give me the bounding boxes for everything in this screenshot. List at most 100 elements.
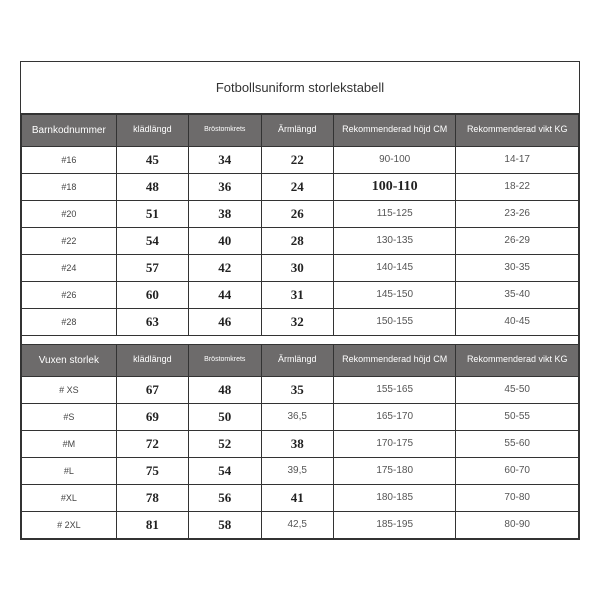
recommended-weight: 18-22: [456, 173, 579, 200]
cloth-length: 48: [116, 173, 188, 200]
recommended-weight: 14-17: [456, 146, 579, 173]
recommended-height: 180-185: [333, 484, 456, 511]
column-header: Vuxen storlek: [22, 344, 117, 376]
sleeve-length: 30: [261, 254, 333, 281]
recommended-weight: 35-40: [456, 281, 579, 308]
recommended-weight: 26-29: [456, 227, 579, 254]
cloth-length: 67: [116, 376, 188, 403]
recommended-weight: 70-80: [456, 484, 579, 511]
column-header: Ärmlängd: [261, 114, 333, 146]
chest: 56: [189, 484, 261, 511]
sleeve-length: 24: [261, 173, 333, 200]
cloth-length: 57: [116, 254, 188, 281]
recommended-height: 150-155: [333, 308, 456, 335]
column-header: Barnkodnummer: [22, 114, 117, 146]
column-header: Rekommenderad vikt KG: [456, 114, 579, 146]
size-code: #S: [22, 403, 117, 430]
kids-size-table: BarnkodnummerklädlängdBröstomkretsÄrmlän…: [21, 114, 579, 336]
chest: 44: [189, 281, 261, 308]
recommended-height: 170-175: [333, 430, 456, 457]
chest: 38: [189, 200, 261, 227]
size-code: #22: [22, 227, 117, 254]
recommended-height: 185-195: [333, 511, 456, 538]
recommended-weight: 60-70: [456, 457, 579, 484]
recommended-height: 165-170: [333, 403, 456, 430]
size-code: # 2XL: [22, 511, 117, 538]
recommended-weight: 55-60: [456, 430, 579, 457]
table-spacer: [21, 336, 579, 344]
cloth-length: 72: [116, 430, 188, 457]
cloth-length: 78: [116, 484, 188, 511]
column-header: Rekommenderad vikt KG: [456, 344, 579, 376]
recommended-height: 175-180: [333, 457, 456, 484]
cloth-length: 51: [116, 200, 188, 227]
size-code: #18: [22, 173, 117, 200]
recommended-height: 140-145: [333, 254, 456, 281]
recommended-height: 115-125: [333, 200, 456, 227]
table-row: #20513826115-12523-26: [22, 200, 579, 227]
chest: 34: [189, 146, 261, 173]
recommended-height: 100-110: [333, 173, 456, 200]
recommended-height: 130-135: [333, 227, 456, 254]
cloth-length: 69: [116, 403, 188, 430]
recommended-height: 90-100: [333, 146, 456, 173]
size-code: #26: [22, 281, 117, 308]
tables-host: BarnkodnummerklädlängdBröstomkretsÄrmlän…: [21, 114, 579, 539]
sleeve-length: 42,5: [261, 511, 333, 538]
column-header: Ärmlängd: [261, 344, 333, 376]
sleeve-length: 41: [261, 484, 333, 511]
chest: 46: [189, 308, 261, 335]
chest: 58: [189, 511, 261, 538]
recommended-weight: 23-26: [456, 200, 579, 227]
table-row: #1645342290-10014-17: [22, 146, 579, 173]
recommended-weight: 45-50: [456, 376, 579, 403]
size-code: #L: [22, 457, 117, 484]
sleeve-length: 39,5: [261, 457, 333, 484]
cloth-length: 54: [116, 227, 188, 254]
table-row: #26604431145-15035-40: [22, 281, 579, 308]
size-code: # XS: [22, 376, 117, 403]
sleeve-length: 38: [261, 430, 333, 457]
column-header: Bröstomkrets: [189, 114, 261, 146]
table-row: #L755439,5175-18060-70: [22, 457, 579, 484]
size-code: #24: [22, 254, 117, 281]
adult-size-table: Vuxen storlekklädlängdBröstomkretsÄrmlän…: [21, 344, 579, 539]
size-code: #M: [22, 430, 117, 457]
table-row: #S695036,5165-17050-55: [22, 403, 579, 430]
recommended-height: 145-150: [333, 281, 456, 308]
sleeve-length: 36,5: [261, 403, 333, 430]
size-code: #20: [22, 200, 117, 227]
recommended-weight: 80-90: [456, 511, 579, 538]
recommended-weight: 40-45: [456, 308, 579, 335]
chest: 54: [189, 457, 261, 484]
recommended-weight: 30-35: [456, 254, 579, 281]
table-row: #M725238170-17555-60: [22, 430, 579, 457]
sleeve-length: 31: [261, 281, 333, 308]
cloth-length: 63: [116, 308, 188, 335]
size-code: #XL: [22, 484, 117, 511]
size-code: #28: [22, 308, 117, 335]
sleeve-length: 26: [261, 200, 333, 227]
table-row: # XS674835155-16545-50: [22, 376, 579, 403]
size-code: #16: [22, 146, 117, 173]
sleeve-length: 32: [261, 308, 333, 335]
table-row: #28634632150-15540-45: [22, 308, 579, 335]
chest: 42: [189, 254, 261, 281]
size-chart-container: Fotbollsuniform storlekstabell Barnkodnu…: [20, 61, 580, 540]
column-header: Rekommenderad höjd CM: [333, 114, 456, 146]
chest: 48: [189, 376, 261, 403]
table-row: # 2XL815842,5185-19580-90: [22, 511, 579, 538]
sleeve-length: 22: [261, 146, 333, 173]
cloth-length: 60: [116, 281, 188, 308]
cloth-length: 81: [116, 511, 188, 538]
sleeve-length: 28: [261, 227, 333, 254]
recommended-height: 155-165: [333, 376, 456, 403]
recommended-weight: 50-55: [456, 403, 579, 430]
column-header: Bröstomkrets: [189, 344, 261, 376]
chest: 50: [189, 403, 261, 430]
table-row: #XL785641180-18570-80: [22, 484, 579, 511]
column-header: klädlängd: [116, 114, 188, 146]
table-row: #24574230140-14530-35: [22, 254, 579, 281]
column-header: klädlängd: [116, 344, 188, 376]
column-header: Rekommenderad höjd CM: [333, 344, 456, 376]
